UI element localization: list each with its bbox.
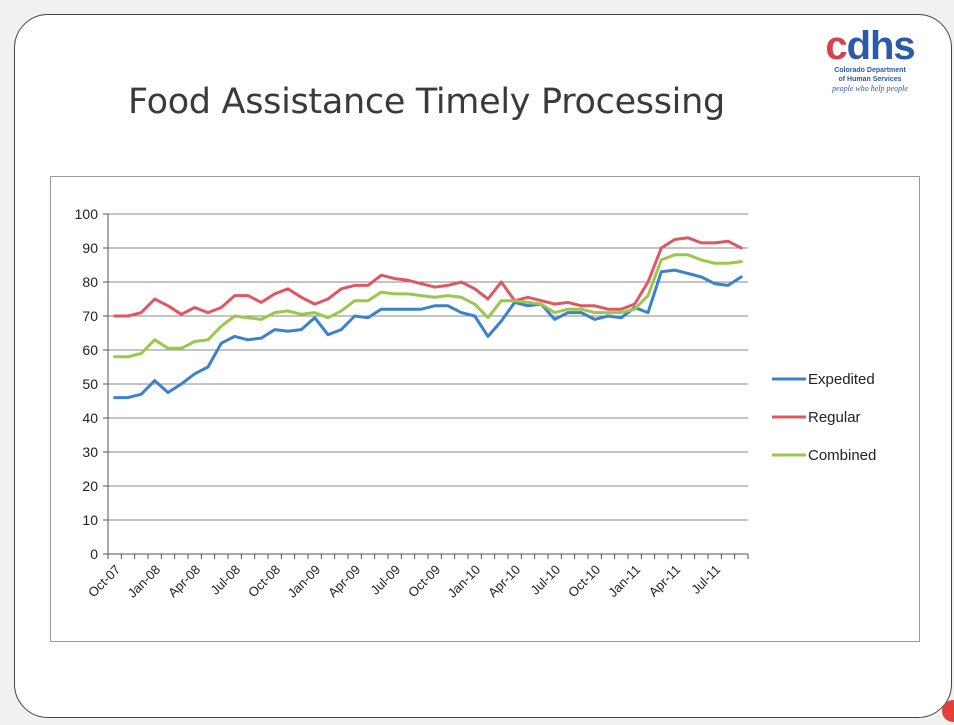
x-tick-label: Oct-09 [405,562,443,600]
y-tick-label: 90 [82,240,98,256]
logo-tagline: people who help people [832,84,908,93]
y-tick-label: 70 [82,308,98,324]
x-tick-label: Jul-11 [688,562,723,597]
chart-panel [50,176,920,642]
series-line-regular [113,236,743,318]
x-tick-label: Apr-11 [646,562,684,600]
series-line-expedited [113,268,743,400]
logo-line-2: of Human Services [838,76,902,83]
x-tick-label: Jul-09 [368,562,404,598]
logo-line-1: Colorado Department [834,67,906,74]
x-tick-label: Oct-07 [85,562,123,600]
legend-label-regular: Regular [808,409,861,426]
y-tick-label: 60 [82,342,98,358]
x-tick-label: Jan-10 [445,562,484,601]
x-tick-label: Jan-08 [125,562,164,601]
x-tick-label: Jul-10 [528,562,564,598]
logo-wordmark: cdhs [825,24,915,68]
legend-label-expedited: Expedited [808,371,875,388]
cdhs-logo: cdhs Colorado Department of Human Servic… [810,26,930,94]
x-tick-label: Jan-11 [605,562,643,600]
y-tick-label: 50 [82,376,98,392]
x-tick-label: Apr-08 [165,562,203,600]
y-tick-label: 80 [82,274,98,290]
y-tick-label: 100 [75,206,99,222]
y-tick-label: 10 [82,512,98,528]
y-tick-label: 20 [82,478,98,494]
x-tick-label: Apr-10 [485,562,523,600]
x-tick-label: Apr-09 [325,562,363,600]
y-tick-label: 30 [82,444,98,460]
x-tick-label: Oct-08 [245,562,283,600]
x-tick-label: Jan-09 [285,562,324,601]
line-chart: 0 10 20 30 40 50 60 70 80 90 100 Oct-07 Jan-08 Apr-08… [75,206,877,601]
y-tick-label: 0 [90,546,98,562]
x-tick-label: Oct-10 [565,562,603,600]
legend-label-combined: Combined [808,447,876,464]
series-line-combined [113,253,743,359]
page-title: Food Assistance Timely Processing [128,82,725,122]
x-tick-label: Jul-08 [208,562,244,598]
corner-mark-icon [942,700,954,722]
y-tick-label: 40 [82,410,98,426]
